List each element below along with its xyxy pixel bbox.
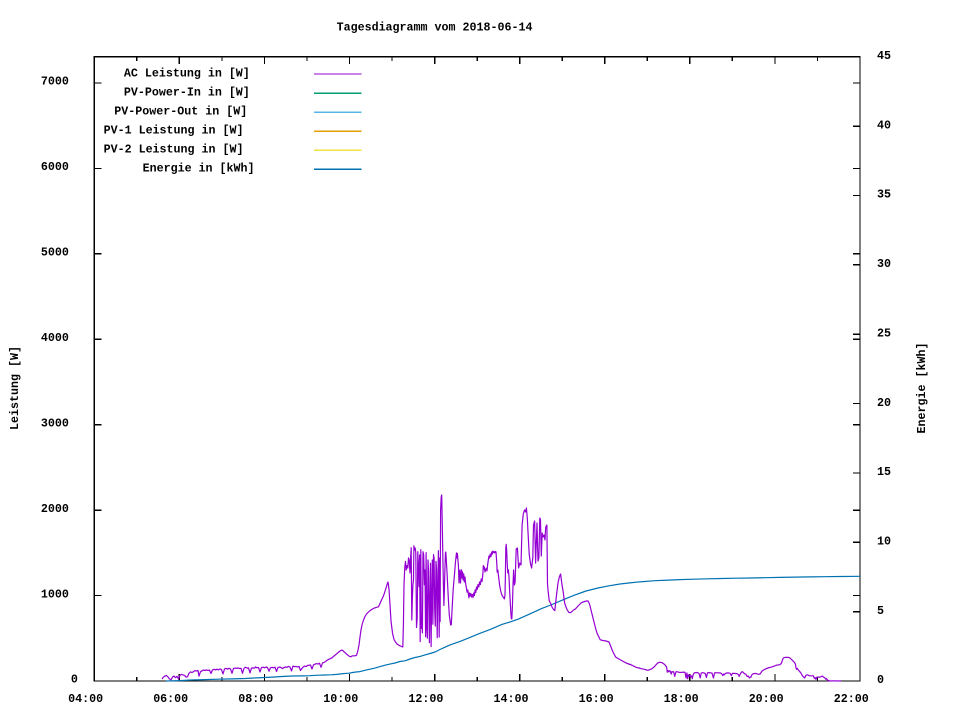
svg-text:PV-Power-Out in [W]: PV-Power-Out in [W] <box>114 105 247 119</box>
svg-text:6000: 6000 <box>41 160 69 174</box>
svg-text:3000: 3000 <box>41 416 69 430</box>
svg-text:0: 0 <box>877 673 884 687</box>
svg-text:40: 40 <box>877 118 891 132</box>
svg-text:45: 45 <box>877 49 891 63</box>
svg-text:15: 15 <box>877 465 891 479</box>
svg-text:Tagesdiagramm vom 2018-06-14: Tagesdiagramm vom 2018-06-14 <box>337 21 533 35</box>
svg-text:PV-1 Leistung in [W]: PV-1 Leistung in [W] <box>104 124 244 138</box>
svg-text:7000: 7000 <box>41 75 69 89</box>
svg-text:5000: 5000 <box>41 246 69 260</box>
svg-text:PV-2 Leistung in [W]: PV-2 Leistung in [W] <box>104 143 244 157</box>
svg-text:22:00: 22:00 <box>834 692 869 706</box>
svg-text:06:00: 06:00 <box>153 692 188 706</box>
svg-text:Energie in [kWh]: Energie in [kWh] <box>143 162 255 176</box>
svg-text:08:00: 08:00 <box>238 692 273 706</box>
svg-text:PV-Power-In in [W]: PV-Power-In in [W] <box>124 85 250 99</box>
svg-text:10:00: 10:00 <box>323 692 358 706</box>
svg-text:20:00: 20:00 <box>749 692 784 706</box>
svg-text:1000: 1000 <box>41 587 69 601</box>
svg-text:Leistung [W]: Leistung [W] <box>8 346 22 430</box>
svg-text:10: 10 <box>877 535 891 549</box>
svg-text:AC Leistung in [W]: AC Leistung in [W] <box>124 66 250 80</box>
svg-text:Energie [kWh]: Energie [kWh] <box>915 343 929 434</box>
svg-text:20: 20 <box>877 396 891 410</box>
svg-text:04:00: 04:00 <box>68 692 103 706</box>
svg-text:30: 30 <box>877 257 891 271</box>
svg-text:12:00: 12:00 <box>408 692 443 706</box>
svg-text:5: 5 <box>877 604 884 618</box>
svg-text:4000: 4000 <box>41 331 69 345</box>
svg-text:14:00: 14:00 <box>494 692 529 706</box>
svg-text:35: 35 <box>877 188 891 202</box>
svg-text:2000: 2000 <box>41 502 69 516</box>
svg-text:18:00: 18:00 <box>664 692 699 706</box>
svg-text:16:00: 16:00 <box>579 692 614 706</box>
svg-text:25: 25 <box>877 326 891 340</box>
svg-text:0: 0 <box>71 673 78 687</box>
